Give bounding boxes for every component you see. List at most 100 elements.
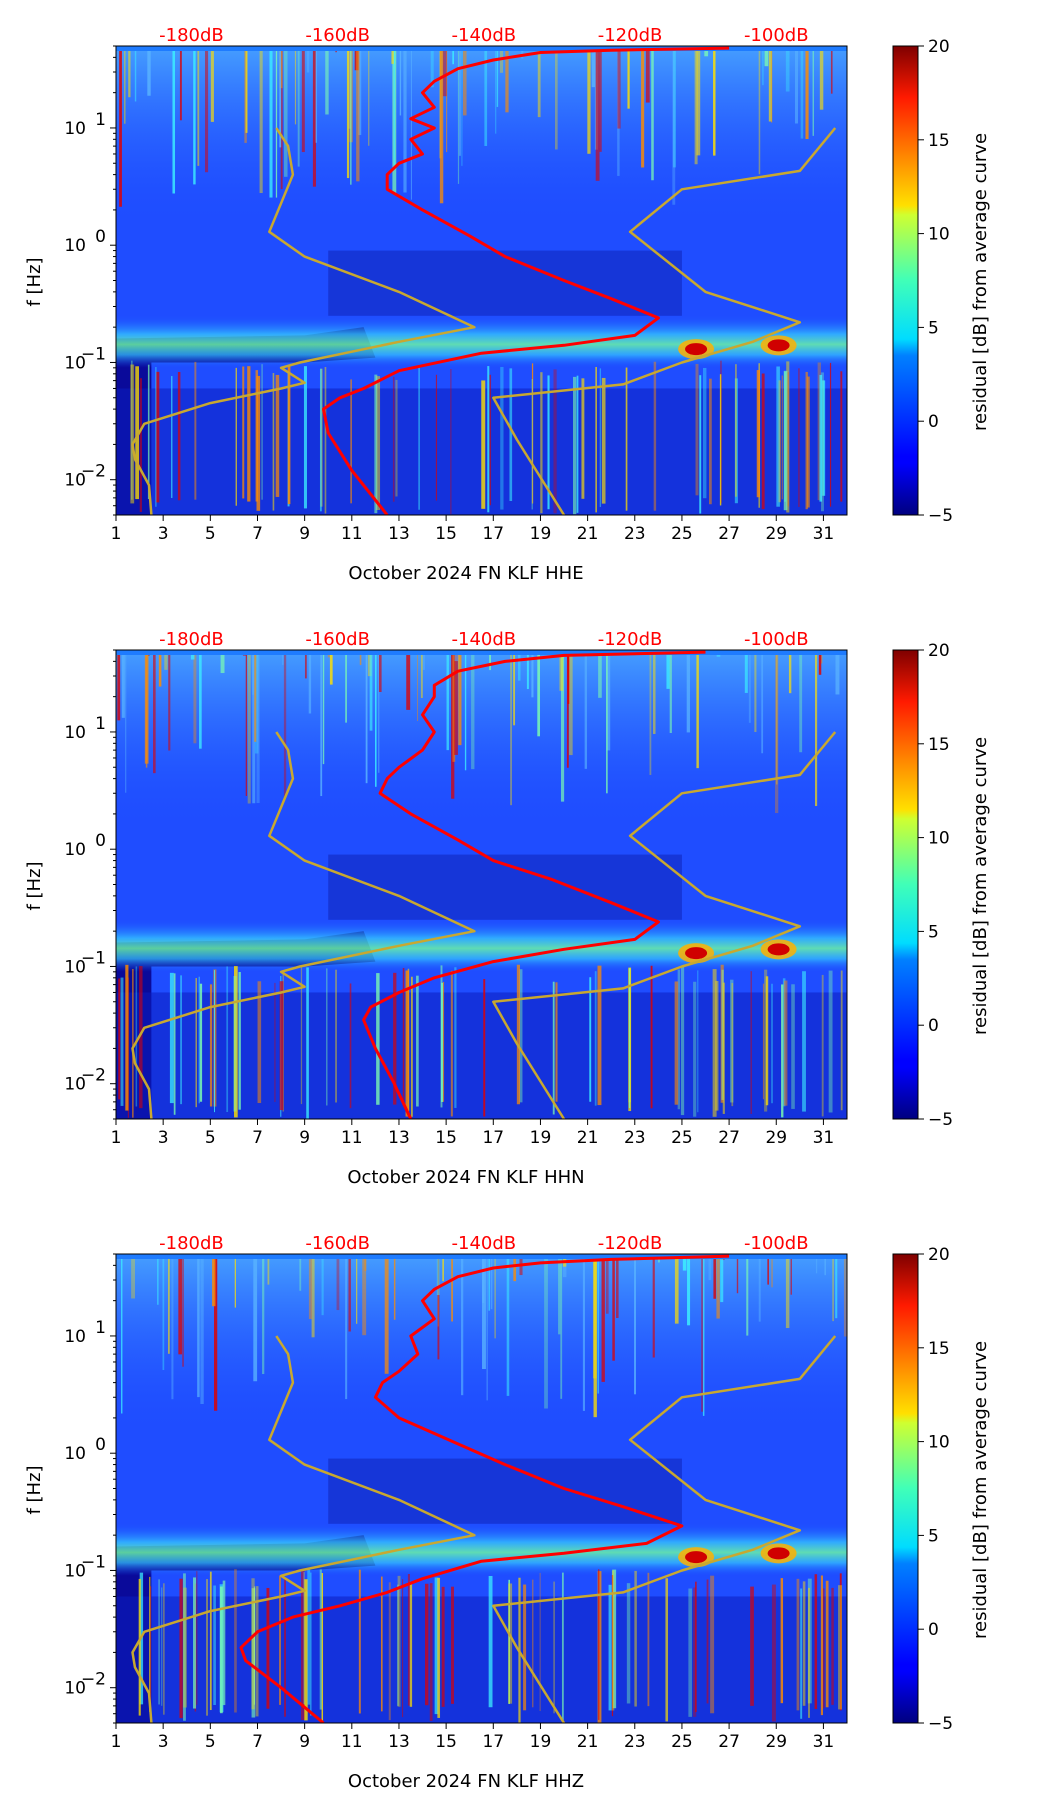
transient-streak [219, 1586, 223, 1714]
transient-streak [279, 46, 282, 148]
hot-spot [767, 339, 790, 352]
transient-streak [708, 1254, 712, 1281]
y-tick-exponent: −2 [81, 1066, 106, 1086]
db-scale-label: -120dB [598, 629, 663, 650]
y-tick-label: 10 [64, 1327, 86, 1347]
transient-streak [815, 1254, 818, 1274]
transient-streak [835, 1254, 838, 1319]
heatmap-area [116, 650, 847, 1119]
transient-streak [308, 650, 312, 714]
transient-streak [819, 46, 824, 110]
transient-streak [155, 371, 160, 503]
microseism-band [116, 315, 847, 368]
transient-streak [484, 46, 488, 146]
db-scale-label: -180dB [159, 1233, 224, 1254]
transient-streak [429, 1583, 433, 1721]
transient-streak [750, 1586, 754, 1706]
transient-streak [758, 46, 761, 175]
x-tick-label: 3 [158, 1128, 169, 1148]
transient-streak [139, 966, 143, 1109]
transient-streak [182, 1254, 184, 1367]
transient-streak [840, 371, 843, 502]
transient-streak [566, 650, 569, 768]
high-noise-model-curve [492, 731, 837, 1119]
transient-streak [812, 46, 814, 136]
transient-streak [365, 650, 368, 784]
transient-streak [284, 46, 288, 177]
transient-streak [124, 46, 126, 124]
transient-streak [785, 46, 790, 92]
x-tick-label: 19 [530, 524, 552, 544]
transient-streak [800, 46, 804, 139]
transient-streak [531, 363, 534, 504]
transient-streak [345, 650, 347, 723]
low-noise-model-curve [131, 731, 476, 1119]
transient-streak [435, 374, 438, 501]
transient-streak [259, 46, 263, 194]
transient-streak [359, 650, 362, 666]
transient-streak [771, 46, 773, 123]
heatmap-upper-band [116, 46, 847, 225]
transient-streak [519, 969, 523, 1103]
transient-streak [591, 46, 596, 88]
colorbar-tick-label: 0 [928, 412, 939, 432]
transient-streak [487, 366, 490, 513]
transient-streak [436, 1254, 440, 1296]
transient-streak [214, 970, 216, 1113]
transient-streak [508, 1583, 513, 1704]
transient-streak [350, 379, 352, 504]
transient-streak [294, 46, 297, 125]
transient-streak [471, 650, 475, 770]
transient-streak [775, 650, 779, 814]
transient-streak [443, 981, 445, 1102]
y-tick-exponent: −2 [81, 462, 106, 482]
transient-streak [634, 1570, 637, 1707]
transient-streak [118, 978, 121, 1100]
transient-streak [756, 370, 761, 498]
y-tick-label: 10 [64, 1075, 86, 1095]
db-scale-label: -180dB [159, 629, 224, 650]
transient-streak [329, 650, 333, 685]
transient-streak [134, 46, 137, 102]
db-scale-label: -120dB [598, 1233, 663, 1254]
transient-streak [805, 46, 809, 140]
transient-streak [234, 1569, 237, 1713]
transient-streak [496, 46, 499, 107]
transient-streak [838, 1585, 842, 1710]
transient-streak [482, 1254, 485, 1303]
colorbar-tick-label: 20 [928, 1245, 950, 1265]
x-tick-label: 1 [111, 1732, 122, 1752]
x-tick-label: 7 [252, 1128, 263, 1148]
transient-streak [560, 650, 565, 802]
transient-streak [547, 375, 550, 510]
transient-streak [163, 1583, 165, 1715]
transient-streak [840, 970, 843, 1111]
transient-streak [420, 650, 423, 698]
transient-streak [425, 1583, 429, 1706]
y-tick-exponent: 1 [95, 714, 106, 734]
transient-streak [450, 368, 452, 515]
transient-streak [254, 650, 257, 742]
transient-streak [768, 46, 772, 122]
transient-streak [452, 650, 456, 762]
transient-streak [786, 361, 790, 513]
transient-streak [649, 650, 652, 775]
colorbar-tick-label: −5 [928, 1714, 953, 1734]
transient-streak [783, 370, 788, 511]
transient-streak [693, 1587, 697, 1717]
heatmap-area [116, 46, 847, 515]
transient-streak [686, 650, 690, 733]
y-axis-label: f [Hz] [24, 257, 45, 306]
transient-streak [581, 378, 585, 499]
transient-streak [349, 983, 352, 1109]
x-tick-label: 27 [718, 524, 740, 544]
x-tick-label: 29 [765, 1732, 787, 1752]
transient-streak [274, 982, 276, 1102]
transient-streak [401, 1579, 404, 1718]
transient-streak [780, 1578, 784, 1704]
transient-streak [454, 650, 459, 662]
transient-streak [261, 364, 263, 500]
colorbar-tick-label: 15 [928, 735, 950, 755]
